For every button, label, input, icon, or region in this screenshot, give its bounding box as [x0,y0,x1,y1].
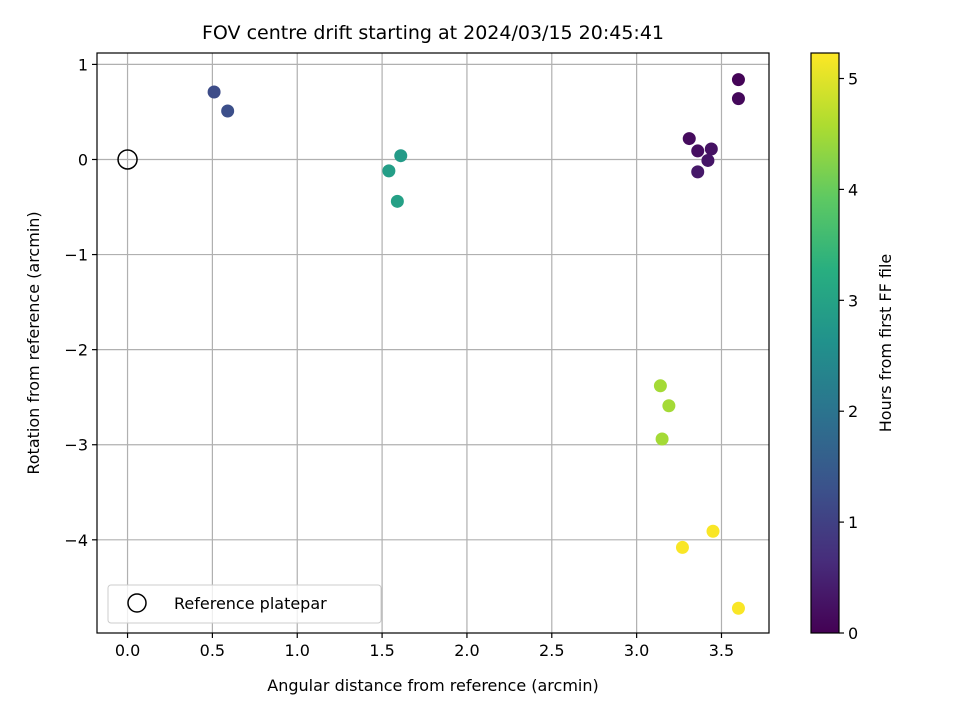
data-point [731,73,745,87]
legend-entry-reference: Reference platepar [174,594,327,613]
data-point [394,149,408,163]
legend-box [107,584,382,624]
data-point [675,540,689,554]
data-point [662,399,676,413]
colorbar-ticks: 0 1 2 3 4 5 [839,70,858,643]
data-point [382,164,396,178]
x-tick-label: 2.0 [454,641,479,660]
x-tick-label: 0.5 [200,641,225,660]
colorbar-tick-label: 4 [848,180,858,199]
data-points [117,73,745,615]
colorbar-gradient [810,52,840,634]
x-tick-label: 2.5 [539,641,564,660]
colorbar-tick-label: 3 [848,291,858,310]
x-tick-label: 1.5 [369,641,394,660]
y-tick-label: −1 [64,246,88,265]
colorbar-tick-label: 5 [848,70,858,89]
data-point [207,85,221,99]
data-point [221,104,235,118]
y-tick-label: −2 [64,341,88,360]
y-axis-label: Rotation from reference (arcmin) [24,211,43,474]
y-tick-label: 0 [78,150,88,169]
data-point [701,153,715,167]
colorbar-label: Hours from first FF file [876,254,895,433]
x-axis-label: Angular distance from reference (arcmin) [267,676,598,695]
y-tick-label: 1 [78,55,88,74]
x-tick-label: 1.0 [285,641,310,660]
data-point [691,144,705,158]
axis-ticks: 0.0 0.5 1.0 1.5 2.0 2.5 3.0 3.5 1 0 −1 −2 −3 −4 [64,55,734,660]
data-point [704,142,718,156]
x-tick-label: 3.5 [709,641,734,660]
legend-reference-marker [127,593,147,613]
data-point [682,132,696,146]
legend: Reference platepar [107,584,382,624]
data-point [655,432,669,446]
reference-point-marker [117,149,138,170]
data-point [691,165,705,179]
y-tick-label: −4 [64,531,88,550]
y-tick-label: −3 [64,436,88,455]
chart-title: FOV centre drift starting at 2024/03/15 … [202,22,664,44]
plot-frame [96,52,770,634]
data-point [653,379,667,393]
colorbar-tick-label: 2 [848,402,858,421]
data-point [390,194,404,208]
colorbar: 0 1 2 3 4 5 Hours from first FF file [810,52,895,643]
x-tick-label: 3.0 [624,641,649,660]
data-point [731,601,745,615]
colorbar-tick-label: 0 [848,624,858,643]
grid [97,53,769,633]
data-point [706,524,720,538]
colorbar-tick-label: 1 [848,513,858,532]
x-tick-label: 0.0 [115,641,140,660]
data-point [731,92,745,106]
